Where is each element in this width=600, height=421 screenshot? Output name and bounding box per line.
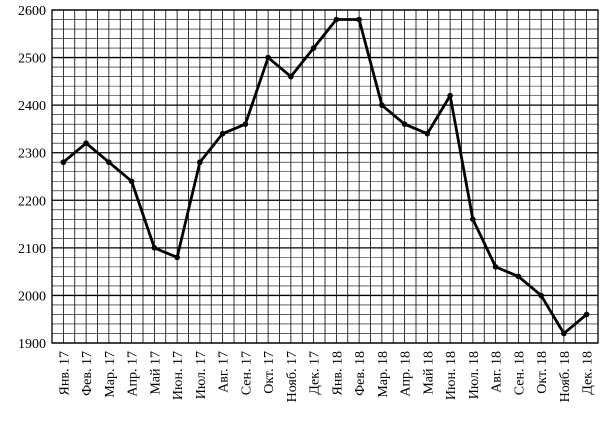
x-tick-label: Окт. 18 (535, 351, 550, 394)
x-tick-label: Дек. 18 (581, 351, 596, 395)
point (333, 16, 340, 23)
point (106, 159, 112, 166)
point (197, 159, 203, 166)
x-tick-label: Авг. 17 (217, 351, 232, 393)
point (447, 92, 453, 99)
x-tick-label: Июн. 18 (444, 351, 459, 400)
point (128, 178, 135, 185)
line (62, 18, 588, 335)
point (538, 292, 544, 299)
x-tick-label: Апр. 18 (399, 351, 414, 397)
y-tick-label: 2400 (18, 99, 46, 114)
point (83, 140, 89, 146)
x-tick-label: Сен. 17 (239, 351, 254, 395)
y-tick-label: 2000 (18, 289, 46, 304)
y-tick-label: 2500 (18, 52, 46, 67)
x-tick-label: Фев. 17 (80, 351, 95, 396)
point (265, 54, 271, 61)
x-tick-label: Авг. 18 (490, 351, 505, 393)
point (151, 245, 158, 251)
point (219, 130, 226, 137)
x-tick-label: Июн. 17 (171, 351, 186, 400)
point (401, 121, 408, 127)
x-tick-label: Янв. 18 (330, 351, 345, 395)
x-tick-label: Дек. 17 (308, 351, 323, 395)
point (242, 121, 249, 127)
x-tick-label: Май 17 (148, 351, 163, 395)
x-tick-label: Апр. 17 (126, 351, 141, 397)
y-tick-label: 2300 (18, 147, 46, 162)
x-tick-label: Окт. 17 (262, 351, 277, 394)
y-tick-label: 2100 (18, 242, 46, 257)
x-tick-label: Нояб. 17 (285, 351, 300, 402)
x-tick-label: Июл. 18 (467, 351, 482, 399)
plot-frame (51, 9, 599, 344)
x-tick-label: Июл. 17 (194, 351, 209, 399)
x-tick-label: Мар. 18 (376, 351, 391, 398)
y-tick-label: 2200 (18, 194, 46, 209)
x-tick-label: Мар. 17 (103, 351, 118, 398)
point (174, 254, 180, 261)
point (424, 130, 431, 137)
x-tick-label: Фев. 18 (353, 351, 368, 396)
point (288, 73, 294, 80)
x-tick-label: Сен. 18 (512, 351, 527, 395)
point (492, 264, 499, 270)
point (561, 330, 567, 337)
point (515, 273, 522, 280)
point (583, 311, 590, 318)
point (379, 102, 385, 108)
x-tick-label: Янв. 17 (57, 351, 72, 395)
x-tick-label: Нояб. 18 (558, 351, 573, 402)
y-tick-label: 2600 (18, 4, 46, 19)
point (356, 16, 362, 23)
point (60, 159, 67, 166)
x-tick-label: Май 18 (421, 351, 436, 395)
point (470, 216, 476, 223)
y-tick-label: 1900 (18, 337, 46, 352)
point (310, 45, 317, 51)
